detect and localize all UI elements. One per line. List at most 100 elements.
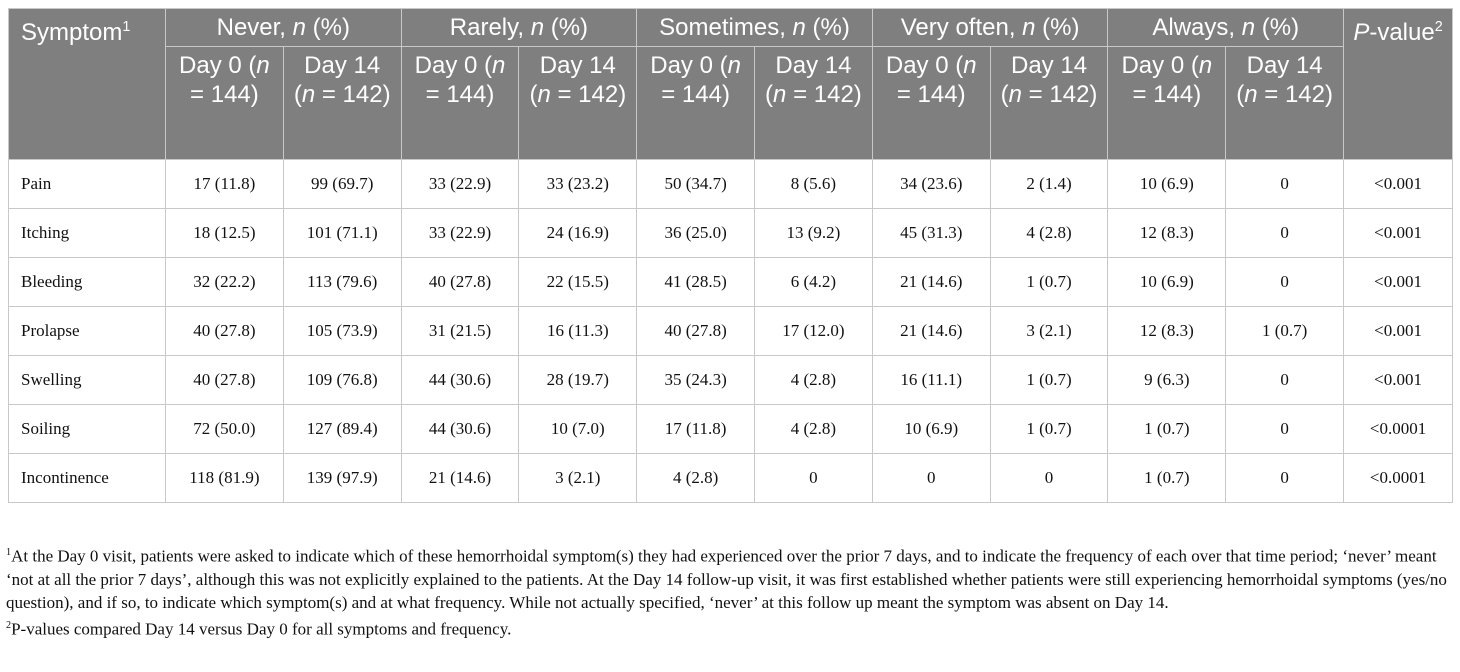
- text: Day 0 (: [1121, 52, 1199, 79]
- text: Day 0 (: [885, 52, 964, 79]
- value-cell: 101 (71.1): [282, 208, 402, 258]
- value-cell: 33 (22.9): [400, 159, 520, 209]
- value-cell: 6 (4.2): [754, 257, 873, 307]
- table-body: Pain 17 (11.8) 99 (69.7) 33 (22.9) 33 (23.2)…: [8, 159, 1454, 503]
- text: Day 14 (: [293, 52, 381, 108]
- value-cell: 2 (1.4): [989, 159, 1109, 209]
- day-header: Day 0 (n = 144): [165, 46, 284, 160]
- text: Rarely,: [449, 14, 531, 41]
- italic-text: n: [256, 52, 270, 79]
- italic-text: n: [727, 52, 741, 79]
- value-cell: 28 (19.7): [518, 355, 638, 405]
- italic-text: n: [530, 14, 545, 41]
- pvalue-header: P-value2: [1343, 8, 1454, 160]
- value-cell: 16 (11.1): [871, 355, 991, 405]
- value-cell: 8 (5.6): [754, 159, 873, 209]
- group-header: Sometimes, n (%): [636, 8, 873, 47]
- value-cell: 4 (2.8): [636, 453, 756, 503]
- day-header: Day 0 (n = 144): [636, 46, 756, 160]
- italic-text: n: [1022, 14, 1036, 41]
- text: = 142): [786, 81, 862, 108]
- group-header: Never, n (%): [165, 8, 402, 47]
- text: Day 14 (: [529, 52, 616, 108]
- pvalue-cell: <0.001: [1343, 208, 1454, 258]
- value-cell: 0: [754, 453, 873, 503]
- footnotes: 1At the Day 0 visit, patients were asked…: [6, 541, 1456, 640]
- value-cell: 0: [1225, 355, 1345, 405]
- day-header: Day 14 (n = 142): [282, 46, 402, 160]
- italic-text: n: [1198, 52, 1213, 79]
- value-cell: 41 (28.5): [636, 257, 756, 307]
- text: = 144): [1132, 81, 1202, 108]
- value-cell: 40 (27.8): [165, 306, 284, 356]
- value-cell: 18 (12.5): [165, 208, 284, 258]
- value-cell: 139 (97.9): [282, 453, 402, 503]
- text: (%): [306, 14, 350, 41]
- value-cell: 36 (25.0): [636, 208, 756, 258]
- italic-text: P: [1353, 19, 1370, 46]
- superscript: 1: [122, 19, 131, 35]
- footnote: 1At the Day 0 visit, patients were asked…: [6, 541, 1456, 614]
- day-header: Day 14 (n = 142): [518, 46, 638, 160]
- body-row: Incontinence 118 (81.9) 139 (97.9) 21 (14.6…: [8, 453, 1454, 503]
- header-row: Day 0 (n = 144) Day 14 (n = 142) Day 0 (n …: [9, 46, 1453, 160]
- footnote-text: At the Day 0 visit, patients were asked …: [6, 546, 1447, 612]
- symptom-cell: Itching: [8, 208, 166, 258]
- table-head: Symptom1 Never, n (%) Rarely, n (%) Sometim…: [8, 8, 1454, 160]
- value-cell: 21 (14.6): [871, 306, 991, 356]
- value-cell: 22 (15.5): [518, 257, 638, 307]
- text: = 144): [190, 81, 259, 108]
- value-cell: 32 (22.2): [165, 257, 284, 307]
- value-cell: 0: [989, 453, 1109, 503]
- pvalue-cell: <0.001: [1343, 355, 1454, 405]
- body-row: Soiling 72 (50.0) 127 (89.4) 44 (30.6) 10 (7…: [8, 404, 1454, 454]
- header-row: Symptom1 Never, n (%) Rarely, n (%) Sometim…: [8, 8, 1454, 160]
- value-cell: 1 (0.7): [1107, 404, 1227, 454]
- value-cell: 17 (11.8): [636, 404, 756, 454]
- value-cell: 0: [1225, 453, 1345, 503]
- value-cell: 24 (16.9): [518, 208, 638, 258]
- text: Day 14 (: [1236, 52, 1323, 108]
- symptom-cell: Bleeding: [8, 257, 166, 307]
- value-cell: 3 (2.1): [518, 453, 638, 503]
- day-header: Day 0 (n = 144): [1107, 46, 1227, 160]
- day-header: Day 14 (n = 142): [754, 46, 873, 160]
- day-header: Day 0 (n = 144): [871, 46, 991, 160]
- day-header: Day 0 (n = 144): [400, 46, 520, 160]
- text: (%): [1255, 14, 1300, 41]
- superscript: 2: [1434, 19, 1443, 35]
- text: Never,: [216, 14, 293, 41]
- value-cell: 118 (81.9): [165, 453, 284, 503]
- value-cell: 10 (6.9): [1107, 257, 1227, 307]
- text: Day 14 (: [1000, 52, 1088, 108]
- value-cell: 0: [871, 453, 991, 503]
- value-cell: 50 (34.7): [636, 159, 756, 209]
- value-cell: 109 (76.8): [282, 355, 402, 405]
- value-cell: 17 (11.8): [165, 159, 284, 209]
- value-cell: 3 (2.1): [989, 306, 1109, 356]
- group-header: Rarely, n (%): [400, 8, 638, 47]
- body-row: Prolapse 40 (27.8) 105 (73.9) 31 (21.5) 16 (…: [8, 306, 1454, 356]
- value-cell: 72 (50.0): [165, 404, 284, 454]
- text: Day 14 (: [765, 52, 852, 108]
- value-cell: 0: [1225, 404, 1345, 454]
- pvalue-cell: <0.001: [1343, 257, 1454, 307]
- text: = 142): [550, 81, 627, 108]
- value-cell: 45 (31.3): [871, 208, 991, 258]
- value-cell: 4 (2.8): [754, 355, 873, 405]
- text: Day 0 (: [414, 52, 492, 79]
- value-cell: 127 (89.4): [282, 404, 402, 454]
- value-cell: 0: [1225, 159, 1345, 209]
- text: (%): [544, 14, 589, 41]
- text: = 144): [661, 81, 730, 108]
- text: = 144): [425, 81, 495, 108]
- italic-text: n: [292, 14, 306, 41]
- text: = 142): [1022, 81, 1098, 108]
- value-cell: 40 (27.8): [636, 306, 756, 356]
- pvalue-cell: <0.001: [1343, 159, 1454, 209]
- value-cell: 31 (21.5): [400, 306, 520, 356]
- value-cell: 21 (14.6): [871, 257, 991, 307]
- value-cell: 10 (6.9): [871, 404, 991, 454]
- text: Day 0 (: [179, 52, 257, 79]
- day-header: Day 14 (n = 142): [1225, 46, 1345, 160]
